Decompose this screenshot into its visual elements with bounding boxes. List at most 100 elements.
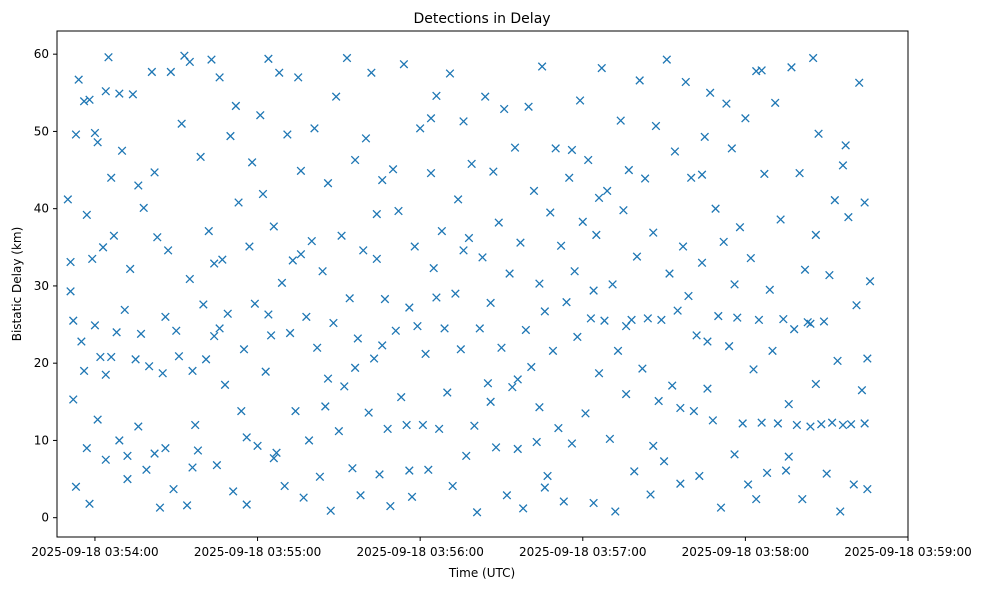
data-point: [453, 195, 463, 204]
data-point: [188, 463, 197, 472]
data-point: [87, 254, 97, 264]
data-point: [209, 259, 219, 268]
data-point: [681, 77, 691, 87]
data-point: [101, 370, 111, 380]
data-point: [318, 266, 327, 276]
data-point: [448, 481, 457, 491]
data-point: [705, 88, 715, 98]
data-point: [123, 451, 132, 461]
data-point: [82, 210, 92, 220]
data-point: [69, 316, 78, 325]
data-point: [250, 299, 260, 308]
data-point: [220, 380, 230, 390]
data-point: [242, 500, 251, 509]
data-point: [185, 57, 195, 67]
y-tick-label: 0: [41, 511, 49, 525]
data-point: [188, 366, 197, 376]
data-point: [732, 313, 742, 322]
data-point: [686, 173, 696, 183]
data-point: [432, 293, 441, 302]
data-point: [708, 416, 718, 425]
data-point: [795, 168, 804, 178]
data-point: [350, 155, 360, 165]
data-point: [424, 465, 433, 475]
data-point: [808, 53, 818, 63]
data-point: [405, 303, 414, 312]
data-point: [835, 507, 845, 516]
data-point: [735, 222, 745, 232]
data-point: [765, 285, 775, 295]
data-point: [131, 355, 140, 364]
data-point: [139, 203, 148, 213]
data-point: [443, 388, 452, 397]
data-point: [375, 470, 384, 479]
data-point: [510, 143, 520, 152]
data-point: [326, 506, 335, 515]
data-point: [608, 280, 617, 289]
data-point: [860, 419, 869, 428]
data-point: [196, 152, 205, 162]
data-point: [245, 242, 254, 251]
data-point: [575, 96, 585, 105]
data-point: [586, 314, 596, 323]
data-point: [567, 439, 577, 448]
data-point: [508, 382, 517, 392]
data-point: [665, 269, 674, 278]
data-point: [380, 294, 390, 304]
data-point: [743, 480, 753, 489]
data-point: [841, 141, 850, 150]
data-point: [142, 465, 151, 475]
data-point: [545, 208, 555, 217]
data-point: [377, 341, 387, 350]
plot-area-frame: [56, 30, 909, 538]
data-point: [667, 381, 677, 390]
data-point: [212, 460, 222, 470]
data-point: [345, 294, 354, 303]
data-point: [237, 406, 246, 416]
data-point: [548, 346, 558, 356]
data-point: [784, 452, 794, 461]
data-point: [79, 97, 89, 106]
data-point: [112, 328, 121, 337]
data-point: [372, 209, 382, 219]
data-point: [819, 317, 829, 326]
data-point: [524, 102, 533, 111]
data-point: [464, 233, 474, 243]
data-point: [516, 238, 525, 247]
data-point: [605, 434, 615, 444]
data-point: [204, 226, 214, 236]
data-point: [521, 325, 531, 335]
data-point: [499, 104, 509, 114]
data-point: [104, 53, 113, 62]
data-point: [657, 315, 666, 325]
data-point: [659, 457, 669, 466]
data-point: [323, 374, 333, 383]
data-point: [854, 78, 864, 88]
data-point: [109, 231, 119, 240]
data-point: [190, 420, 200, 430]
data-point: [391, 326, 401, 335]
data-point: [90, 128, 100, 138]
data-point: [800, 265, 810, 274]
data-point: [98, 243, 108, 252]
data-point: [529, 186, 539, 196]
data-point: [537, 62, 547, 71]
data-point: [166, 67, 176, 77]
data-point: [155, 503, 165, 512]
data-point: [784, 399, 794, 409]
data-point: [827, 418, 837, 427]
data-point: [648, 441, 658, 451]
data-point: [616, 116, 625, 125]
data-point: [342, 53, 352, 63]
data-point: [589, 498, 598, 508]
data-point: [337, 231, 346, 240]
data-point: [592, 230, 601, 240]
y-tick-label: 50: [34, 124, 49, 138]
data-point: [833, 356, 842, 366]
data-point: [697, 258, 707, 268]
data-point: [613, 346, 623, 356]
data-point: [144, 362, 154, 371]
data-point: [367, 68, 376, 77]
data-point: [678, 242, 688, 251]
data-point: [480, 92, 490, 101]
